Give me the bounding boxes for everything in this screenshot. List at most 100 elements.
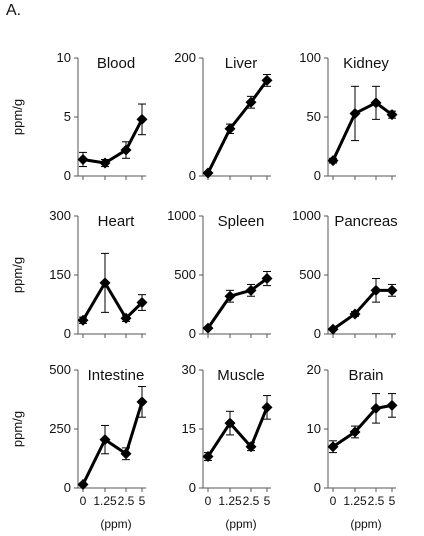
x-unit-label: (ppm) [100,517,131,531]
chart-panel-muscle: 0 15 30 0 1.25 2.5 5 Muscle [182,362,273,508]
data-point [327,155,339,167]
data-point [386,399,398,411]
data-point [202,322,214,334]
y-tick-label: 50 [307,109,321,124]
series-line [81,281,144,321]
x-tick-label: 1.25 [218,494,242,508]
series-line [206,79,269,174]
series-line [331,101,393,162]
chart-panel-kidney: 0 50 100 Kidney [299,50,398,183]
x-tick-label: 2.5 [368,494,385,508]
y-tick-label: 10 [57,50,71,65]
data-point [120,144,132,156]
panel-title: Blood [97,55,135,72]
y-tick-label: 0 [64,326,71,341]
data-point [261,74,273,86]
panel-title: Brain [348,367,383,384]
chart-panel-heart: 0 150 300 Heart [49,208,148,341]
series-line [332,403,393,448]
series-line [332,288,392,331]
y-tick-label: 300 [49,208,71,223]
y-tick-label: 30 [182,362,196,377]
y-tick-label: 0 [314,326,321,341]
y-tick-label: 1000 [292,208,321,223]
panel-title: Heart [98,213,136,230]
chart-panel-blood: 0 5 10 Blood [57,50,148,183]
panel-title: Pancreas [334,213,397,230]
y-tick-label: 0 [189,480,196,495]
data-point [224,290,236,302]
data-point [327,441,339,453]
data-point [120,448,132,460]
chart-panel-intestine: 0 250 500 0 1.25 2.5 5 Intestine [49,362,148,508]
x-unit-label: (ppm) [225,517,256,531]
data-point [77,478,89,490]
data-point [349,308,361,320]
y-unit-label: ppm/g [10,257,25,293]
data-point [386,284,398,296]
data-point [77,153,89,165]
data-point [245,284,257,296]
x-tick-label: 1.25 [343,494,367,508]
y-tick-label: 0 [189,326,196,341]
series-line [81,401,144,486]
data-point [136,113,148,125]
panel-title: Intestine [88,367,145,384]
y-tick-label: 100 [299,50,321,65]
y-tick-label: 0 [189,168,196,183]
data-point [261,273,273,285]
data-point [224,123,236,135]
data-point [202,451,214,463]
x-tick-label: 2.5 [118,494,135,508]
data-point [136,396,148,408]
x-tick-label: 1.25 [93,494,117,508]
chart-panel-spleen: 0 500 1000 Spleen [167,208,273,341]
y-tick-label: 500 [49,362,71,377]
chart-panel-liver: 0 200 Liver [174,50,273,183]
data-point [245,96,257,108]
chart-panel-brain: 0 10 20 0 1.25 2.5 5 Brain [307,362,398,508]
y-tick-label: 0 [64,480,71,495]
data-point [349,107,361,119]
series-line [206,277,268,329]
y-unit-label: ppm/g [10,411,25,447]
x-tick-label: 5 [389,494,396,508]
data-point [349,426,361,438]
data-point [327,323,339,335]
data-point [99,157,111,169]
series-line [82,118,144,165]
data-point [99,434,111,446]
y-tick-label: 500 [174,267,196,282]
panel-letter: A. [6,2,22,19]
data-point [99,277,111,289]
data-point [224,417,236,429]
y-tick-label: 150 [49,267,71,282]
data-point [77,314,89,326]
data-point [261,401,273,413]
y-tick-label: 500 [299,267,321,282]
y-tick-label: 20 [307,362,321,377]
y-tick-label: 5 [64,109,71,124]
y-tick-label: 1000 [167,208,196,223]
x-tick-label: 2.5 [243,494,260,508]
y-unit-label: ppm/g [10,99,25,135]
x-unit-label: (ppm) [350,517,381,531]
data-point [120,312,132,324]
data-point [370,402,382,414]
data-point [386,109,398,121]
y-tick-label: 15 [182,421,196,436]
y-tick-label: 0 [314,168,321,183]
y-tick-label: 250 [49,421,71,436]
data-point [370,97,382,109]
panel-title: Kidney [343,55,389,72]
series-line [206,406,269,458]
x-tick-label: 5 [264,494,271,508]
x-tick-label: 0 [80,494,87,508]
data-point [202,167,214,179]
panel-title: Muscle [217,367,265,384]
data-point [370,284,382,296]
y-tick-label: 10 [307,421,321,436]
chart-panel-pancreas: 0 500 1000 Pancreas [292,208,398,341]
